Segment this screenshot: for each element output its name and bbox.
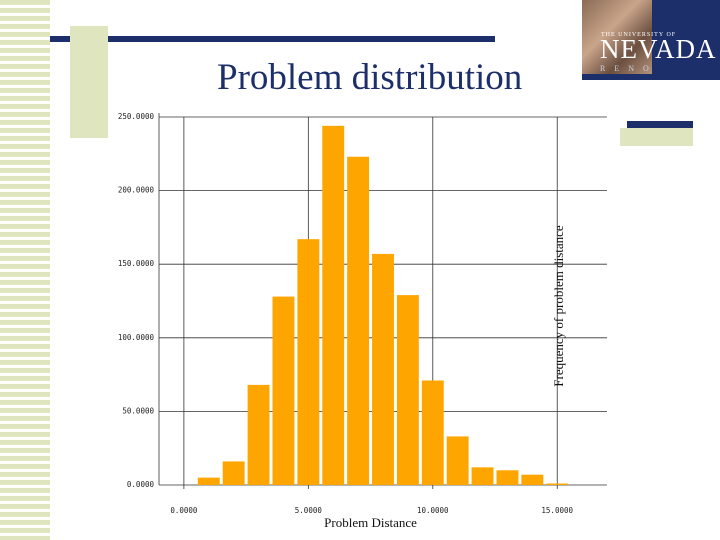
y-tick-label: 0.0000 xyxy=(127,480,155,489)
histogram-bar xyxy=(222,461,245,485)
histogram-bar xyxy=(396,295,419,485)
histogram-bar xyxy=(347,156,370,485)
logo-photo xyxy=(582,0,652,74)
y-tick-label: 150.0000 xyxy=(118,259,155,268)
logo-sub-text: RENO xyxy=(600,64,658,73)
university-logo: THE UNIVERSITY OF NEVADA RENO xyxy=(582,0,720,80)
histogram-bar xyxy=(446,436,469,485)
histogram-bar xyxy=(546,483,569,485)
histogram-bar xyxy=(496,470,519,485)
y-tick-label: 250.0000 xyxy=(118,112,155,121)
histogram-bar xyxy=(421,380,444,485)
y-axis-title: Frequency of problem distance xyxy=(551,225,566,387)
logo-small-text: THE UNIVERSITY OF xyxy=(601,32,677,38)
bar-layer xyxy=(197,125,569,485)
side-accent-navy xyxy=(627,121,693,128)
logo-main-text: NEVADA xyxy=(600,34,717,64)
title-rule xyxy=(50,36,495,42)
x-tick-label: 0.0000 xyxy=(170,506,198,515)
x-tick-label: 10.0000 xyxy=(417,506,449,515)
histogram-bar xyxy=(322,125,345,485)
histogram-bar xyxy=(521,474,544,485)
histogram-bar xyxy=(272,296,295,485)
x-axis-title: Problem Distance xyxy=(324,515,417,530)
side-accent-olive xyxy=(620,128,693,146)
histogram-bar xyxy=(247,384,270,485)
y-tick-label: 100.0000 xyxy=(118,333,155,342)
histogram-bar xyxy=(197,477,220,485)
y-tick-label: 200.0000 xyxy=(118,186,155,195)
olive-accent-block xyxy=(70,26,108,138)
histogram-bar xyxy=(471,467,494,485)
y-tick-label: 50.0000 xyxy=(122,406,154,415)
x-tick-label: 5.0000 xyxy=(295,506,323,515)
slide-title: Problem distribution xyxy=(217,57,523,98)
histogram-bar xyxy=(372,253,394,485)
tick-layer: 0.0000 50.0000 100.0000 150.0000 200.0000 250… xyxy=(118,112,574,515)
histogram-bar xyxy=(297,239,320,485)
x-tick-label: 15.0000 xyxy=(541,506,573,515)
left-stripe-decoration xyxy=(0,0,50,540)
